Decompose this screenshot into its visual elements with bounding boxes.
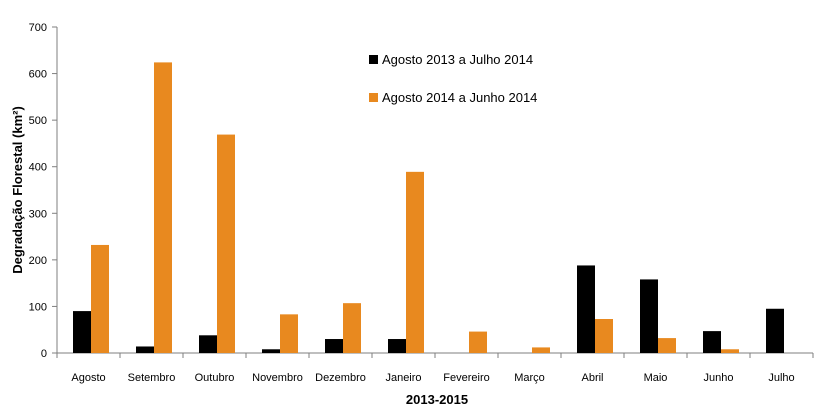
bar-series-1-Dezembro bbox=[325, 339, 343, 353]
x-axis: Agosto Setembro Outubro Novembro Dezembro Jan… bbox=[56, 352, 814, 384]
y-tick-label: 400 bbox=[29, 162, 47, 174]
bar-series-2-Fevereiro bbox=[469, 331, 487, 353]
y-axis-title: Degradação Florestal (km²) bbox=[10, 106, 25, 274]
bar-series-2-Abril bbox=[595, 319, 613, 353]
x-tick-label: Dezembro bbox=[315, 372, 366, 384]
x-tick-label: Janeiro bbox=[385, 372, 421, 384]
y-tick-label: 100 bbox=[29, 301, 47, 313]
x-tick-label: Junho bbox=[704, 372, 734, 384]
legend-swatch-2 bbox=[369, 93, 378, 102]
x-tick-label: Julho bbox=[768, 372, 794, 384]
bar-series-2-Outubro bbox=[217, 134, 235, 353]
legend: Agosto 2013 a Julho 2014 Agosto 2014 a Ju… bbox=[369, 52, 537, 105]
y-tick-label: 600 bbox=[29, 69, 47, 81]
bar-series-2-Janeiro bbox=[406, 171, 424, 353]
bar-series-1-Setembro bbox=[136, 346, 154, 353]
y-tick-label: 500 bbox=[29, 115, 47, 127]
x-tick-label: Agosto bbox=[71, 372, 105, 384]
bar-series-2-Junho bbox=[721, 349, 739, 353]
y-axis: 0 100 200 300 400 500 600 700 bbox=[29, 22, 58, 360]
y-tick-label: 700 bbox=[29, 22, 47, 34]
bar-series-1-Outubro bbox=[199, 335, 217, 353]
bar-series-1-Janeiro bbox=[388, 339, 406, 353]
x-axis-title: 2013-2015 bbox=[406, 392, 468, 407]
bar-series-1-Abril bbox=[577, 265, 595, 353]
bar-series-2-Novembro bbox=[280, 314, 298, 353]
bar-series-1-Junho bbox=[703, 331, 721, 353]
x-tick-label: Maio bbox=[644, 372, 668, 384]
x-tick-label: Março bbox=[514, 372, 545, 384]
legend-swatch-1 bbox=[369, 55, 378, 64]
bar-series-2-Maio bbox=[658, 338, 676, 353]
bar-series-1-Maio bbox=[640, 279, 658, 353]
bar-series-2-Dezembro bbox=[343, 303, 361, 353]
legend-label-1: Agosto 2013 a Julho 2014 bbox=[382, 52, 533, 67]
legend-label-2: Agosto 2014 a Junho 2014 bbox=[382, 90, 537, 105]
x-tick-label: Fevereiro bbox=[443, 372, 489, 384]
x-tick-label: Setembro bbox=[128, 372, 176, 384]
x-tick-label: Outubro bbox=[195, 372, 235, 384]
bar-series-2-Março bbox=[532, 347, 550, 353]
y-tick-label: 300 bbox=[29, 208, 47, 220]
bar-series-1-Novembro bbox=[262, 349, 280, 353]
bar-series-2-Agosto bbox=[91, 244, 109, 353]
bars bbox=[73, 62, 784, 353]
x-tick-label: Novembro bbox=[252, 372, 303, 384]
y-tick-label: 0 bbox=[41, 348, 47, 360]
bar-series-1-Julho bbox=[766, 308, 784, 353]
x-tick-label: Abril bbox=[581, 372, 603, 384]
bar-series-1-Agosto bbox=[73, 311, 91, 353]
y-tick-label: 200 bbox=[29, 255, 47, 267]
bar-series-2-Setembro bbox=[154, 62, 172, 353]
